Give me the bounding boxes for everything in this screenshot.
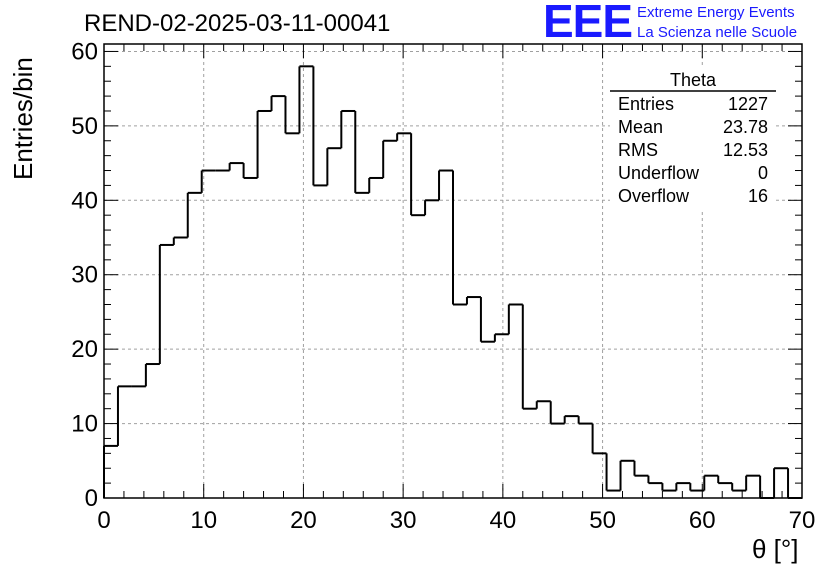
histogram-bin [507,303,523,335]
x-tick-label: 60 [689,507,716,534]
histogram-bin [382,139,398,178]
histogram-bin [410,133,426,217]
stats-row-label: RMS [618,140,658,160]
y-tick-label: 30 [71,262,98,289]
stats-row-label: Mean [618,117,663,137]
y-tick-label: 10 [71,411,98,438]
histogram-bin [270,95,286,111]
histogram-bin [340,109,356,149]
histogram-bin [745,474,761,491]
y-tick-label: 50 [71,113,98,140]
histogram-bin [731,483,747,492]
histogram-bin [438,169,453,201]
stats-row-value: 23.78 [723,117,768,137]
stats-row-value: 1227 [728,94,768,114]
x-tick-label: 50 [589,507,616,534]
x-tick-label: 10 [190,507,217,534]
histogram-bin [200,169,216,193]
plot-frame [103,43,803,499]
histogram-bin [158,243,174,365]
histogram-bin [186,191,202,238]
stats-box: Theta Entries 1227 Mean 23.78 RMS 12.53 Underfl… [610,66,776,209]
histogram-bin [563,415,579,424]
run-title: REND-02-2025-03-11-00041 [84,10,391,37]
histogram-bin [424,199,440,216]
histogram-bin [521,304,537,410]
eee-logo: EEE Extreme Energy Events La Scienza nel… [543,0,833,47]
x-tick-label: 20 [290,507,317,534]
histogram-bin [452,170,467,306]
histogram-bin [549,401,565,425]
y-tick-label: 0 [85,485,98,512]
y-tick-label: 40 [71,187,98,214]
x-tick-label: 0 [97,507,110,534]
stats-row-label: Underflow [618,163,700,183]
histogram-bin [228,162,244,171]
histogram-bin [172,236,188,245]
histogram-bin [605,453,621,492]
x-tick-label: 30 [390,507,417,534]
histogram-bin [354,110,370,194]
stats-row-label: Entries [618,94,674,114]
histogram-bin [633,460,649,477]
histogram-bin [312,66,328,187]
histogram-bin [773,467,789,498]
stats-row-value: 12.53 [723,140,768,160]
histogram-bin [256,109,272,178]
histogram-bin [717,475,733,485]
histogram-bin [619,459,635,491]
eee-logo-mark: EEE [543,0,633,47]
y-tick-label: 20 [71,336,98,363]
histogram-bin [591,423,607,455]
histogram-bin [703,474,719,491]
histogram-bin [647,475,663,485]
x-tick-label: 40 [490,507,517,534]
histogram-bin [465,296,481,305]
x-tick-label: 70 [789,507,816,534]
eee-logo-line1: Extreme Energy Events [637,4,795,21]
eee-logo-line2: La Scienza nelle Scuole [637,24,798,41]
histogram-bin [326,147,342,186]
histogram-bin [284,96,300,135]
stats-row-value: 16 [748,186,768,206]
stats-row-value: 0 [758,163,768,183]
histogram-bin [479,297,495,343]
histogram-bin [144,363,160,387]
histogram-bin [368,176,384,193]
histogram-bin [661,483,677,492]
stats-row-label: Overflow [618,186,690,206]
x-axis-label: θ [°] [752,534,799,564]
histogram-bin [298,65,314,134]
stats-box-background [610,66,776,209]
histogram-bin [577,416,593,425]
histogram-bin [242,163,258,179]
y-axis-label: Entries/bin [8,57,38,180]
histogram-bin [396,132,412,141]
histogram-bin [116,385,132,446]
histogram-bin [535,400,551,409]
histogram-bin [493,333,509,342]
stats-title: Theta [670,70,717,90]
histogram-bin [675,482,691,491]
y-tick-label: 60 [71,38,98,65]
